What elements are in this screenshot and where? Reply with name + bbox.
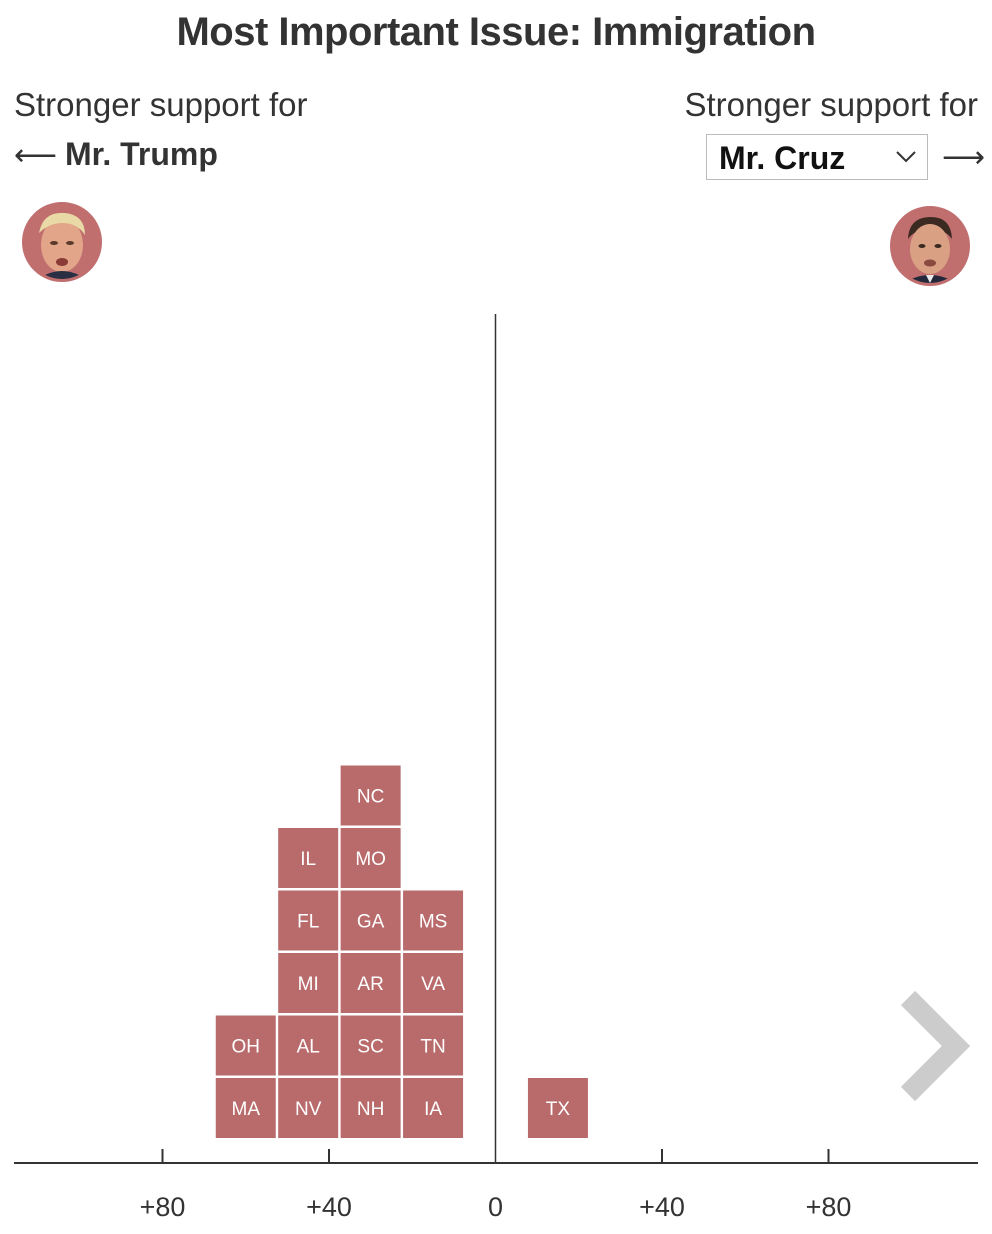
state-tile-ia [403,1078,464,1138]
cruz-avatar [890,206,970,286]
left-candidate-name: Mr. Trump [65,136,218,172]
state-label: AL [297,1037,320,1058]
state-tile-ma [215,1078,276,1138]
right-support-caption: Stronger support for [684,86,979,123]
right-arrow-icon: ⟶ [942,141,986,174]
state-label: AR [357,974,383,995]
state-tile-mo [340,828,401,888]
state-label: MS [419,912,448,933]
state-label: VA [421,974,445,995]
candidate-select-value: Mr. Cruz [719,140,846,176]
state-label: NH [357,1099,384,1120]
state-label: MA [232,1099,261,1120]
state-tile-sc [340,1015,401,1076]
x-tick-label: +40 [306,1192,352,1222]
state-label: TX [546,1099,571,1120]
x-tick-label: +80 [806,1192,852,1222]
state-tile-fl [278,890,339,951]
state-tile-mi [278,953,339,1013]
candidate-select[interactable]: Mr. Cruz [706,134,928,180]
state-tile-ar [340,953,401,1013]
left-candidate: ⟵ Mr. Trump [14,136,218,173]
state-label: MI [298,974,319,995]
state-tile-va [403,953,464,1013]
x-axis-ticks: +80 +40 0 +40 +80 [140,1149,852,1222]
state-tile-ga [340,890,401,951]
state-label: NV [295,1099,322,1120]
state-label: OH [232,1037,261,1058]
state-tile-tx [527,1078,588,1138]
next-chevron-icon[interactable] [894,990,974,1102]
state-label: TN [420,1037,445,1058]
state-tile-al [278,1015,339,1076]
x-tick-label: 0 [488,1192,503,1222]
state-tile-ms [403,890,464,951]
state-label: SC [357,1037,383,1058]
x-tick-label: +80 [140,1192,186,1222]
x-tick-label: +40 [639,1192,685,1222]
chart-title: Most Important Issue: Immigration [176,10,816,54]
state-label: IA [424,1099,442,1120]
chevron-down-icon [896,151,916,163]
state-tile-nh [340,1078,401,1138]
state-tile-il [278,828,339,888]
state-label: FL [297,912,319,933]
state-tile-nv [278,1078,339,1138]
state-label: GA [357,912,385,933]
state-tile-nc [340,765,401,826]
state-label: MO [355,849,386,870]
state-label: NC [357,787,384,808]
chart-plot: MA OH NV AL MI FL IL NH SC AR GA MO NC IA TN VA MS TX +80… [14,314,978,1222]
state-tile-oh [215,1015,276,1076]
state-label: IL [300,849,316,870]
left-arrow-icon: ⟵ [14,139,58,172]
state-tile-tn [403,1015,464,1076]
left-support-caption: Stronger support for [14,86,308,123]
tile-layer: MA OH NV AL MI FL IL NH SC AR GA MO NC IA TN VA MS TX [215,765,588,1138]
trump-avatar [22,202,102,282]
